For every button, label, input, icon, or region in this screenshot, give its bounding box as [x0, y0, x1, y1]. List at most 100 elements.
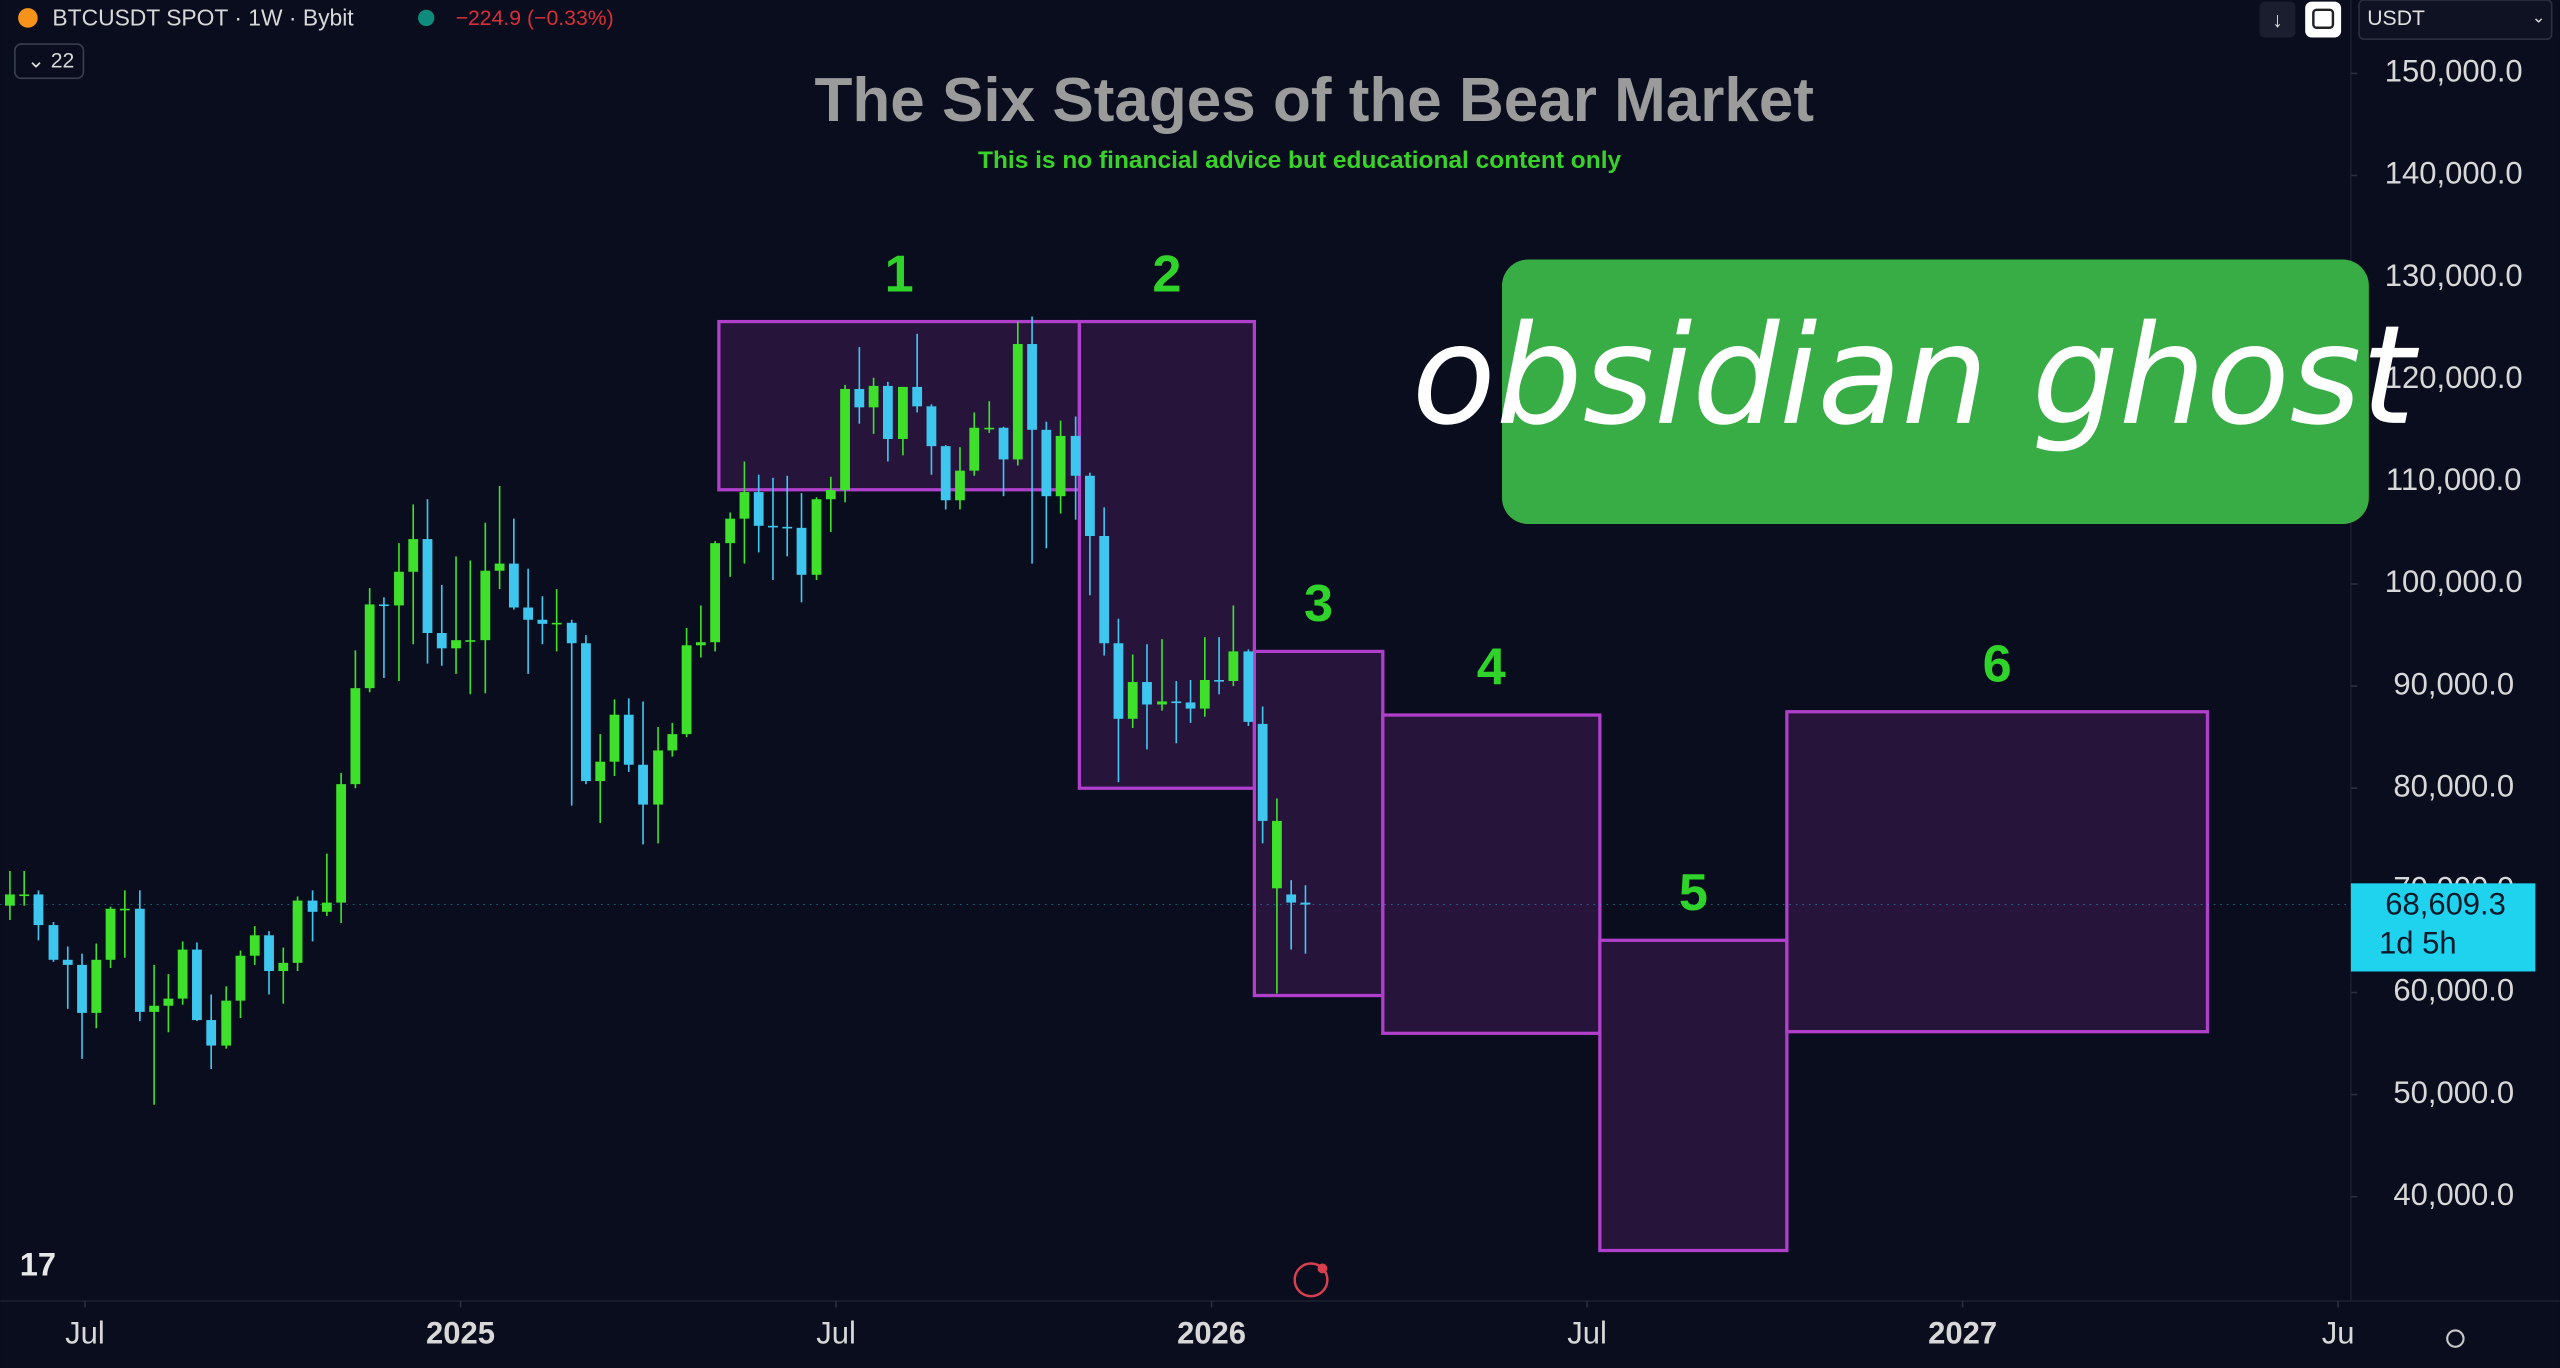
candle-body [1070, 435, 1081, 476]
candle-body [1185, 702, 1196, 709]
candle-body [1099, 536, 1110, 644]
candle-body [955, 470, 965, 501]
y-tick-label: 50,000.0 [2393, 1075, 2514, 1110]
candle-body [149, 1005, 160, 1012]
candle-body [192, 949, 202, 1021]
x-tick-label: Jul [65, 1316, 105, 1351]
candle-body [264, 935, 274, 972]
status-dot [418, 9, 435, 27]
stage-label: 6 [1983, 635, 2012, 693]
event-icon[interactable] [1293, 1262, 1329, 1298]
watermark: obsidian ghost [1412, 297, 2419, 456]
candle-body [984, 427, 995, 430]
y-tick-label: 90,000.0 [2393, 666, 2514, 701]
candle-body [969, 427, 980, 471]
y-tick-label: 40,000.0 [2393, 1177, 2514, 1212]
stage-label: 2 [1152, 245, 1181, 303]
candle-body [566, 622, 577, 644]
candle-body [811, 499, 822, 575]
candle-body [221, 1000, 232, 1046]
candle-body [609, 714, 620, 762]
candle-body [451, 640, 461, 649]
candle-body [1012, 344, 1023, 460]
candle-body [739, 492, 750, 519]
y-tick-label: 80,000.0 [2393, 768, 2514, 803]
candle-body [595, 761, 606, 782]
logo: 17 [20, 1245, 56, 1282]
x-tick-label: Ju [2322, 1316, 2355, 1351]
candle-body [422, 539, 433, 634]
candle-body [5, 894, 15, 906]
candle-body [249, 935, 260, 956]
candle-body [551, 622, 562, 625]
symbol-icon [18, 8, 38, 28]
candle-body [1214, 679, 1224, 682]
candle-body [105, 908, 116, 960]
candle-body [436, 633, 447, 649]
candle-body [292, 900, 303, 963]
x-tick-label: 2027 [1928, 1316, 1997, 1351]
stage-box [1381, 713, 1602, 1035]
candle-body [206, 1020, 217, 1046]
candle-body [1286, 894, 1297, 903]
symbol[interactable]: BTCUSDT SPOT · 1W · Bybit [52, 5, 354, 31]
candle-body [1199, 679, 1210, 709]
last-price-label: 68,609.3 [2385, 886, 2506, 921]
price-change: −224.9 (−0.33%) [456, 7, 614, 30]
currency-select[interactable] [2358, 0, 2553, 40]
candle-body [653, 750, 663, 805]
stage-label: 1 [885, 245, 914, 303]
candle-body [868, 385, 879, 408]
x-tick-label: Jul [1567, 1316, 1607, 1351]
compare-button[interactable] [2305, 1, 2342, 38]
candle-body [1085, 475, 1095, 537]
candle-body [796, 527, 807, 575]
candle-body [278, 962, 289, 972]
candle-body [177, 949, 188, 999]
chart-title: The Six Stages of the Bear Market [815, 66, 1814, 135]
candle-body [1027, 344, 1037, 430]
candle-body [364, 604, 375, 689]
indicator-toggle[interactable] [14, 43, 85, 80]
candle-body [465, 640, 476, 642]
candle-body [134, 908, 145, 1012]
candle-body [1272, 820, 1282, 889]
candle-body [537, 619, 548, 624]
stage-label: 3 [1304, 575, 1333, 633]
candle-body [897, 386, 908, 439]
candle-body [998, 427, 1009, 460]
candle-body [638, 764, 648, 805]
y-tick-label: 100,000.0 [2385, 564, 2523, 599]
settings-icon[interactable] [2446, 1329, 2465, 1348]
candle-body [19, 894, 30, 897]
candle-body [782, 526, 793, 529]
candle-body [307, 900, 318, 912]
candle-body [840, 388, 850, 491]
price-tag: 68,609.3 1d 5h [0, 883, 2536, 972]
candle-body [119, 908, 130, 911]
candle-body [235, 955, 246, 1001]
candle-body [667, 734, 678, 751]
candle-body [508, 563, 519, 608]
indicator-count[interactable]: 22 [51, 50, 75, 73]
x-tick-label: 2026 [1177, 1316, 1246, 1351]
candle-body [1055, 435, 1066, 497]
y-tick-label: 150,000.0 [2385, 54, 2523, 89]
compare-icon [2312, 8, 2335, 29]
candle-body [940, 446, 951, 501]
y-tick-label: 110,000.0 [2386, 462, 2522, 497]
candle-body [725, 518, 736, 544]
candle-body [912, 386, 923, 407]
axes: 40,000.050,000.060,000.070,000.080,000.0… [65, 54, 2522, 1351]
y-tick-label: 140,000.0 [2385, 156, 2523, 191]
candle-body [1157, 701, 1167, 705]
countdown: 1d 5h [2379, 926, 2457, 961]
download-button[interactable] [2259, 1, 2296, 38]
currency[interactable]: USDT [2367, 7, 2425, 30]
stage-label: 5 [1679, 864, 1708, 922]
candle-body [494, 563, 505, 571]
